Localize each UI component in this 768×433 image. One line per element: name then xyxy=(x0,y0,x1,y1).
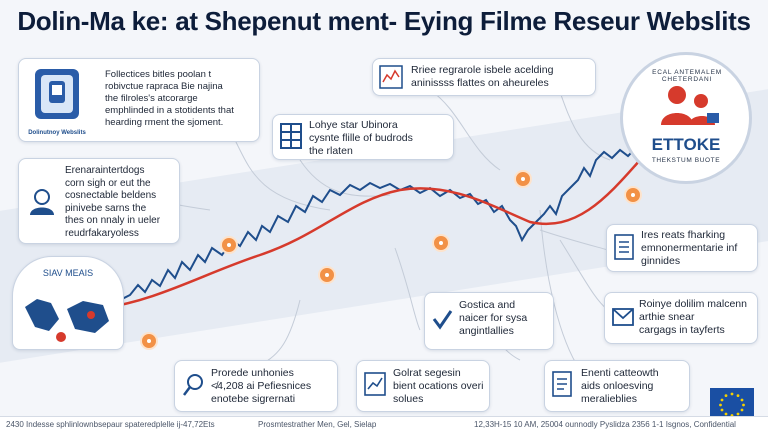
badge-top-text: ECAL ANTEMALEM CHETERDANI xyxy=(652,69,722,83)
card-text: Gostica and naicer for sysa angintlallie… xyxy=(459,299,528,337)
page-title: Dolin-Ma ke: at Shepenut ment- Eying Fil… xyxy=(17,6,751,36)
connector-line xyxy=(559,239,609,311)
marker-dot[interactable] xyxy=(432,234,450,252)
info-card-10: Enenti catteowth aids onloesving meralie… xyxy=(544,360,690,412)
people-icon xyxy=(657,83,721,127)
info-card-7: Roinye dolilim malcenn arthie snear carg… xyxy=(604,292,758,344)
info-card-1: Dolinutnoy Webslits Follectices bitles p… xyxy=(18,58,260,142)
badge-bottom-text: THEKSTUM BUOTE xyxy=(651,157,721,164)
map-card: SIAV MEAIS xyxy=(12,256,124,350)
connector-line xyxy=(539,209,581,371)
connector-line xyxy=(539,229,609,251)
document-icon xyxy=(613,233,635,261)
footer-right: 12,33H-15 10 AM, 25004 ounnodly Pyslidza… xyxy=(474,420,736,429)
connector-line xyxy=(559,91,611,161)
card-text: Lohye star Ubinora cysnte flille of budr… xyxy=(309,119,413,157)
marker-dot[interactable] xyxy=(220,236,238,254)
info-card-4: Erenaraintertdogs corn sigh or eut the c… xyxy=(18,158,180,244)
marker-dot[interactable] xyxy=(514,170,532,188)
card-text: Enenti catteowth aids onloesving meralie… xyxy=(581,367,659,405)
card-text: Erenaraintertdogs corn sigh or eut the c… xyxy=(65,165,161,239)
footer-left: 2430 Indesse sphlinlownbsepaur spateredp… xyxy=(6,420,215,429)
map-icon xyxy=(21,283,115,343)
footer-mid: Prosmtestrather Men, Gel, Sielap xyxy=(258,420,377,429)
website-caption: Dolinutnoy Webslits xyxy=(28,130,86,136)
marker-dot[interactable] xyxy=(318,266,336,284)
chart-icon xyxy=(379,65,403,89)
info-card-6: Gostica and naicer for sysa angintlallie… xyxy=(424,292,554,350)
grid-icon xyxy=(279,121,303,151)
connector-line xyxy=(429,89,501,171)
checkmark-icon xyxy=(431,307,453,331)
card-text: Golrat segesin bient ocations overi solu… xyxy=(393,367,484,405)
card-text: Prorede unhonies ≮4,208 ai Pefiesnices e… xyxy=(211,367,312,405)
user-icon xyxy=(25,185,59,219)
footer: 2430 Indesse sphlinlownbsepaur spateredp… xyxy=(0,416,768,433)
connector-line xyxy=(394,247,421,331)
info-card-3: Rriee regrarole isbele acelding aninisss… xyxy=(372,58,596,96)
card-text: Roinye dolilim malcenn arthie snear carg… xyxy=(639,298,747,336)
info-card-9: Golrat segesin bient ocations overi solu… xyxy=(356,360,490,412)
trend-line-red xyxy=(94,159,641,312)
card-text: Follectices bitles poolan t robivctue ra… xyxy=(105,69,234,128)
card-text: Rriee regrarole isbele acelding aninisss… xyxy=(411,64,554,89)
search-icon xyxy=(181,371,207,399)
eu-flag-icon xyxy=(710,388,754,418)
info-card-8: Prorede unhonies ≮4,208 ai Pefiesnices e… xyxy=(174,360,338,412)
map-label: SIAV MEAIS xyxy=(42,268,94,278)
mail-icon xyxy=(611,303,635,331)
marker-dot[interactable] xyxy=(140,332,158,350)
card-text: Ires reats fharking emnonermentarie inf … xyxy=(641,229,738,267)
info-card-2: Lohye star Ubinora cysnte flille of budr… xyxy=(272,114,454,160)
info-card-5: Ires reats fharking emnonermentarie inf … xyxy=(606,224,758,272)
brand-badge: ECAL ANTEMALEM CHETERDANI ETTOKE THEKSTU… xyxy=(620,52,752,184)
trend-line-blue xyxy=(94,147,637,311)
connector-line xyxy=(259,299,301,366)
growth-chart-icon xyxy=(363,369,387,399)
badge-brand: ETTOKE xyxy=(651,135,721,154)
website-icon xyxy=(25,63,89,137)
marker-dot[interactable] xyxy=(624,186,642,204)
list-icon xyxy=(551,369,575,399)
